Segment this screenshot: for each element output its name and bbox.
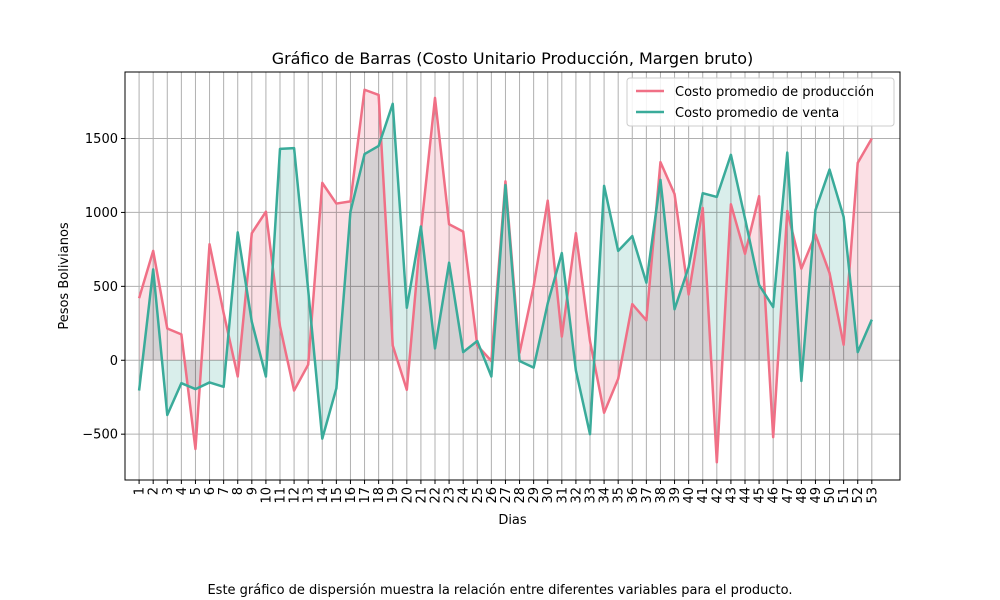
- x-tick-label: 28: [513, 487, 528, 504]
- x-tick-label: 24: [457, 487, 472, 504]
- x-tick-label: 12: [288, 487, 303, 504]
- x-tick-label: 14: [316, 487, 331, 504]
- x-tick-label: 26: [485, 487, 500, 504]
- x-tick-label: 39: [668, 487, 683, 504]
- x-tick-label: 47: [781, 487, 796, 504]
- x-tick-label: 33: [584, 487, 599, 504]
- x-tick-label: 48: [795, 487, 810, 504]
- x-tick-label: 44: [739, 487, 754, 504]
- x-tick-label: 38: [654, 487, 669, 504]
- x-tick-label: 34: [598, 487, 613, 504]
- x-tick-label: 35: [612, 487, 627, 504]
- x-tick-label: 16: [344, 487, 359, 504]
- x-tick-label: 21: [414, 487, 429, 504]
- x-tick-label: 42: [710, 487, 725, 504]
- x-tick-label: 7: [217, 487, 232, 495]
- x-tick-label: 49: [809, 487, 824, 504]
- x-tick-label: 13: [302, 487, 317, 504]
- x-tick-label: 30: [541, 487, 556, 504]
- x-tick-label: 11: [274, 487, 289, 504]
- axis-ticks: 1 2 3 4 5 6 7 8 9 10 11 12 13 14 15 16 17 18 19 20 21 22 23 24 2…: [82, 132, 880, 504]
- x-tick-label: 19: [386, 487, 401, 504]
- x-tick-label: 6: [203, 487, 218, 495]
- x-tick-label: 4: [175, 487, 190, 495]
- y-tick-label: −500: [82, 428, 118, 443]
- x-tick-label: 52: [851, 487, 866, 504]
- x-tick-label: 46: [767, 487, 782, 504]
- y-tick-label: 0: [110, 354, 118, 369]
- x-tick-label: 36: [626, 487, 641, 504]
- x-tick-label: 20: [400, 487, 415, 504]
- x-tick-label: 31: [555, 487, 570, 504]
- y-tick-label: 500: [93, 280, 118, 295]
- x-tick-label: 41: [696, 487, 711, 504]
- x-tick-label: 43: [724, 487, 739, 504]
- x-tick-label: 17: [358, 487, 373, 504]
- chart-caption: Este gráfico de dispersión muestra la re…: [207, 583, 793, 598]
- series-fill-1: [139, 103, 872, 439]
- x-tick-label: 23: [443, 487, 458, 504]
- legend-box: [626, 77, 895, 127]
- x-tick-label: 32: [569, 487, 584, 504]
- y-axis-label: Pesos Bolivianos: [57, 222, 72, 330]
- x-tick-label: 10: [259, 487, 274, 504]
- x-tick-label: 22: [429, 487, 444, 504]
- plot-frame: [124, 71, 901, 481]
- x-tick-label: 25: [471, 487, 486, 504]
- x-tick-label: 51: [837, 487, 852, 504]
- y-tick-label: 1500: [85, 132, 118, 147]
- x-tick-label: 2: [147, 487, 162, 495]
- x-tick-label: 15: [330, 487, 345, 504]
- x-tick-label: 18: [372, 487, 387, 504]
- chart-title: Gráfico de Barras (Costo Unitario Produc…: [272, 49, 754, 68]
- x-tick-label: 40: [682, 487, 697, 504]
- x-axis-label: Dias: [498, 513, 527, 528]
- x-tick-label: 1: [133, 487, 148, 495]
- x-tick-label: 8: [231, 487, 246, 495]
- series-line-1: [137, 102, 873, 440]
- x-tick-label: 37: [640, 487, 655, 504]
- x-tick-label: 50: [823, 487, 838, 504]
- x-tick-label: 29: [527, 487, 542, 504]
- x-tick-label: 27: [499, 487, 514, 504]
- legend-label-venta: Costo promedio de venta: [675, 106, 839, 121]
- x-tick-label: 45: [753, 487, 768, 504]
- x-tick-label: 53: [865, 487, 880, 504]
- series-lines: [137, 88, 873, 464]
- x-tick-label: 9: [245, 487, 260, 495]
- y-tick-label: 1000: [85, 206, 118, 221]
- x-tick-label: 5: [189, 487, 204, 495]
- legend: Costo promedio de producción Costo prome…: [626, 77, 895, 127]
- x-tick-label: 3: [161, 487, 176, 495]
- legend-label-produccion: Costo promedio de producción: [675, 85, 874, 100]
